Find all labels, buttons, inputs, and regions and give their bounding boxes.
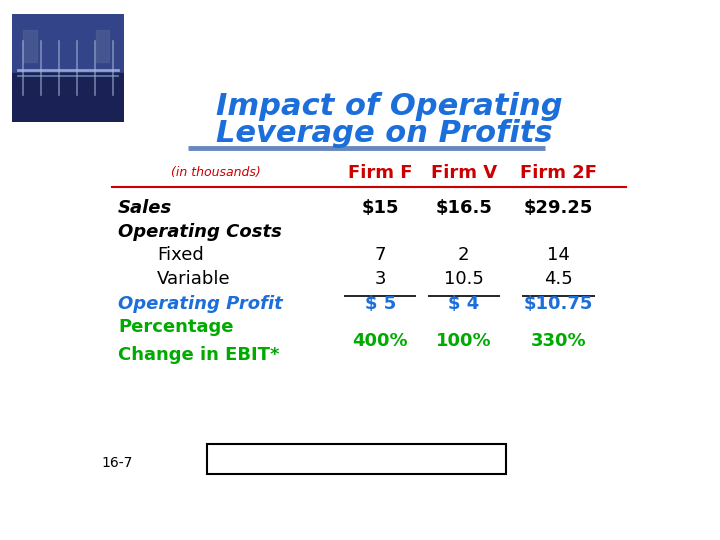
Text: Operating Profit: Operating Profit (118, 295, 283, 313)
Text: 14: 14 (547, 246, 570, 264)
Text: 7: 7 (374, 246, 386, 264)
Text: $ 5: $ 5 (364, 295, 396, 313)
Text: Percentage: Percentage (118, 318, 233, 336)
Text: $15: $15 (361, 199, 399, 217)
Bar (12, 73, 124, 122)
Text: Operating Costs: Operating Costs (118, 223, 282, 241)
Text: 2: 2 (458, 246, 469, 264)
Text: 100%: 100% (436, 332, 492, 350)
Text: 16-7: 16-7 (101, 456, 132, 470)
Text: 400%: 400% (352, 332, 408, 350)
Text: $16.5: $16.5 (436, 199, 492, 217)
Text: Variable: Variable (157, 270, 230, 288)
Text: (in thousands): (in thousands) (171, 166, 261, 179)
Text: 330%: 330% (531, 332, 587, 350)
Bar (96, 30, 109, 62)
Text: Sales: Sales (118, 199, 172, 217)
FancyBboxPatch shape (207, 444, 505, 474)
Text: Change in EBIT*: Change in EBIT* (118, 347, 279, 364)
Text: 3: 3 (374, 270, 386, 288)
Text: Fixed: Fixed (157, 246, 204, 264)
Text: Impact of Operating: Impact of Operating (215, 92, 562, 121)
Text: $ 4: $ 4 (449, 295, 480, 313)
Text: Firm V: Firm V (431, 164, 497, 182)
Text: 10.5: 10.5 (444, 270, 484, 288)
Bar (23, 30, 37, 62)
Text: Firm 2F: Firm 2F (521, 164, 597, 182)
Text: 4.5: 4.5 (544, 270, 573, 288)
Text: $10.75: $10.75 (524, 295, 593, 313)
Text: * (EBIT$_t$ - EBIT $_{t-1}$) / EBIT $_{t-1}$: * (EBIT$_t$ - EBIT $_{t-1}$) / EBIT $_{t… (266, 451, 447, 467)
Text: $29.25: $29.25 (524, 199, 593, 217)
Text: Firm F: Firm F (348, 164, 413, 182)
Text: Leverage on Profits: Leverage on Profits (215, 119, 552, 148)
Bar (12, 14, 124, 73)
